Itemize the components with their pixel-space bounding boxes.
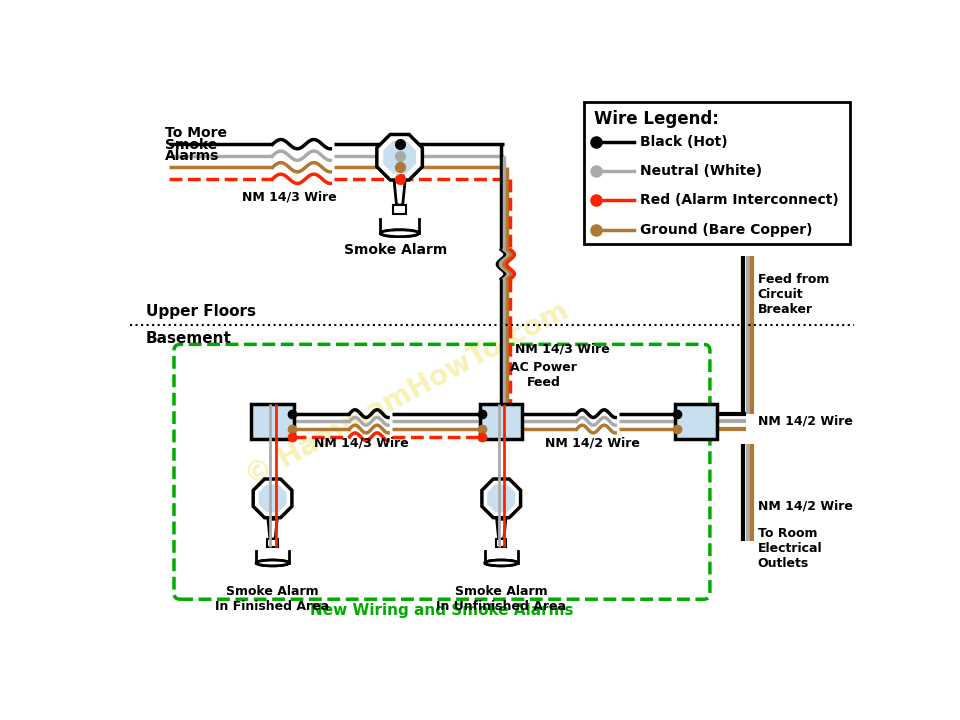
Text: Smoke Alarm
In Unfinished Area: Smoke Alarm In Unfinished Area (436, 585, 566, 613)
FancyBboxPatch shape (252, 404, 294, 438)
Ellipse shape (485, 560, 517, 566)
Ellipse shape (256, 560, 289, 566)
Ellipse shape (485, 560, 517, 566)
Ellipse shape (380, 230, 419, 237)
Text: Smoke Alarm: Smoke Alarm (344, 243, 447, 258)
Text: To Room
Electrical
Outlets: To Room Electrical Outlets (757, 527, 823, 570)
Text: NM 14/3 Wire: NM 14/3 Wire (516, 342, 610, 355)
Text: NM 14/2 Wire: NM 14/2 Wire (757, 415, 852, 428)
Text: Feed from
Circuit
Breaker: Feed from Circuit Breaker (757, 273, 829, 316)
Polygon shape (485, 551, 517, 563)
Polygon shape (496, 519, 506, 539)
Text: © HammamHowTo.com: © HammamHowTo.com (241, 297, 574, 492)
Text: NM 14/3 Wire: NM 14/3 Wire (242, 190, 337, 203)
Polygon shape (268, 519, 277, 539)
Polygon shape (253, 479, 292, 518)
Text: NM 14/2 Wire: NM 14/2 Wire (757, 500, 852, 513)
Text: Red (Alarm Interconnect): Red (Alarm Interconnect) (639, 194, 839, 207)
Polygon shape (395, 182, 405, 205)
Polygon shape (259, 485, 286, 512)
Text: Ground (Bare Copper): Ground (Bare Copper) (639, 222, 812, 237)
Text: To More: To More (165, 126, 227, 140)
Polygon shape (394, 205, 406, 215)
Polygon shape (256, 551, 289, 563)
Ellipse shape (380, 230, 419, 237)
Text: Upper Floors: Upper Floors (146, 304, 255, 319)
Text: Black (Hot): Black (Hot) (639, 135, 728, 149)
FancyBboxPatch shape (585, 102, 850, 244)
Polygon shape (496, 539, 507, 546)
Polygon shape (488, 485, 515, 512)
Text: NM 14/3 Wire: NM 14/3 Wire (314, 437, 408, 450)
FancyBboxPatch shape (480, 404, 522, 438)
Polygon shape (377, 135, 422, 180)
Polygon shape (482, 479, 520, 518)
Ellipse shape (256, 560, 289, 566)
Polygon shape (384, 142, 416, 173)
Text: Alarms: Alarms (165, 149, 219, 163)
Text: Basement: Basement (146, 331, 231, 346)
Polygon shape (380, 219, 419, 233)
Text: NM 14/2 Wire: NM 14/2 Wire (544, 437, 639, 450)
Text: Neutral (White): Neutral (White) (639, 164, 762, 178)
Text: New Wiring and Smoke Alarms: New Wiring and Smoke Alarms (310, 603, 574, 618)
Text: Smoke: Smoke (165, 138, 217, 152)
FancyBboxPatch shape (675, 404, 717, 438)
Text: AC Power
Feed: AC Power Feed (510, 361, 577, 389)
Text: Wire Legend:: Wire Legend: (593, 109, 718, 127)
Text: Smoke Alarm
In Finished Area: Smoke Alarm In Finished Area (215, 585, 329, 613)
Polygon shape (267, 539, 277, 546)
